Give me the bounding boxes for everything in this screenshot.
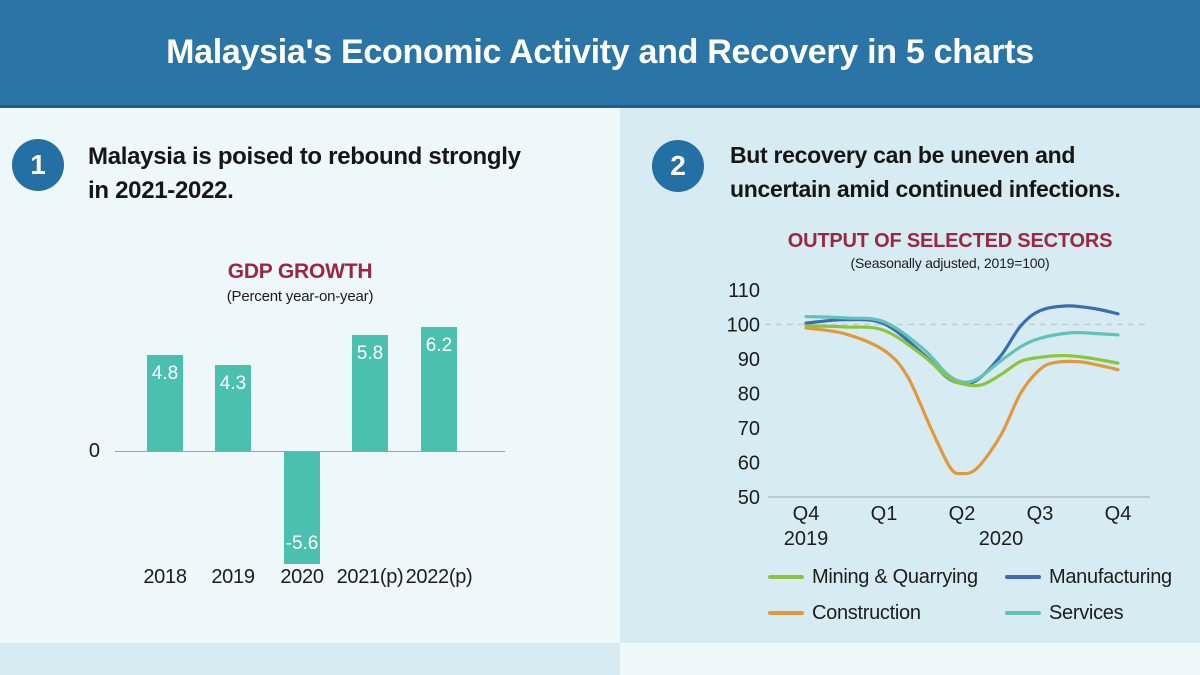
x-axis-tick-label: Q4 [1105,503,1132,525]
legend-item-manufacturing: Manufacturing [1005,565,1188,589]
gdp-bar-value: -5.6 [285,533,319,554]
y-axis-tick-label: 50 [738,487,760,509]
legend-swatch [1005,575,1041,579]
panel-sector-output: 2 But recovery can be uneven and uncerta… [620,108,1200,643]
infographic-title-bar: Malaysia's Economic Activity and Recover… [0,0,1200,108]
gdp-bar-category: 2019 [211,566,255,588]
gdp-bar [215,365,251,451]
legend-swatch [768,575,804,579]
y-axis-tick-label: 110 [728,280,760,302]
zero-axis-label: 0 [88,440,100,462]
x-axis-year-label: 2020 [979,528,1024,550]
y-axis-tick-label: 70 [738,418,760,440]
sector-chart-title: OUTPUT OF SELECTED SECTORS [787,230,1113,252]
gdp-bar [284,452,320,564]
zero-axis-line [115,451,505,452]
gdp-bar-category: 2022(p) [405,566,473,588]
series-line-manufacturing [804,304,1120,386]
series-line-services [804,314,1120,384]
y-axis-tick-label: 90 [738,349,760,371]
panel-number-badge: 2 [652,140,704,192]
gdp-bar-value: 4.3 [219,373,247,394]
x-axis-tick-label: Q1 [871,503,898,525]
gdp-chart-subtitle: (Percent year-on-year) [226,288,374,305]
y-axis-tick-label: 100 [727,315,760,337]
next-row-panel-edge-left [0,643,620,675]
chart-legend: Mining & Quarrying Manufacturing Construct… [768,565,1188,625]
y-axis-tick-label: 60 [738,453,760,475]
series-line-mining-quarrying [804,324,1120,388]
series-line-construction [804,326,1120,476]
legend-swatch [768,611,804,615]
gdp-bar-value: 4.8 [151,363,179,384]
charts-row: 1 Malaysia is poised to rebound strongly… [0,108,1200,643]
gdp-bar-category: 2021(p) [336,566,404,588]
gdp-bar-chart: 0 4.8 2018 4.3 2019 -5.6 2020 5.8 2021(p) 6.2 202… [0,108,620,643]
sector-chart-subtitle: (Seasonally adjusted, 2019=100) [850,255,1050,271]
legend-label: Services [1049,601,1124,624]
headline-line: in 2021-2022. [88,177,234,204]
gdp-bar [147,355,183,451]
x-axis-tick-label: Q4 [793,503,820,525]
panel-number-badge: 1 [12,139,64,191]
x-axis-tick-label: Q2 [949,503,976,525]
panel-headline: But recovery can be uneven and uncertain… [730,138,1121,206]
legend-swatch [1005,611,1041,615]
headline-line: Malaysia is poised to rebound strongly [88,143,521,170]
gdp-bar-value: 5.8 [356,343,384,364]
gdp-bar-category: 2020 [280,566,324,588]
legend-label: Mining & Quarrying [812,565,978,588]
next-row-panel-edge-right [620,643,1200,675]
gdp-bar-category: 2018 [143,566,187,588]
x-axis-tick-label: Q3 [1027,503,1054,525]
panel-headline: Malaysia is poised to rebound strongly i… [88,140,521,208]
legend-label: Manufacturing [1049,565,1172,588]
panel-gdp-growth: 1 Malaysia is poised to rebound strongly… [0,108,620,643]
gdp-bar [421,327,457,451]
legend-item-services: Services [1005,601,1188,625]
headline-line: uncertain amid continued infections. [730,176,1121,202]
headline-line: But recovery can be uneven and [730,142,1076,168]
next-row-edge [0,643,1200,675]
gdp-bar-value: 6.2 [425,335,453,356]
page-title: Malaysia's Economic Activity and Recover… [166,33,1034,71]
gdp-bar [352,335,388,451]
panel-number: 2 [670,150,686,181]
panel-number: 1 [30,149,46,180]
x-axis-year-label: 2019 [784,528,829,550]
legend-item-mining-quarrying: Mining & Quarrying [768,565,1005,589]
y-axis-tick-label: 80 [738,384,760,406]
legend-item-construction: Construction [768,601,1005,625]
gdp-chart-title: GDP GROWTH [227,260,373,283]
legend-label: Construction [812,601,921,624]
